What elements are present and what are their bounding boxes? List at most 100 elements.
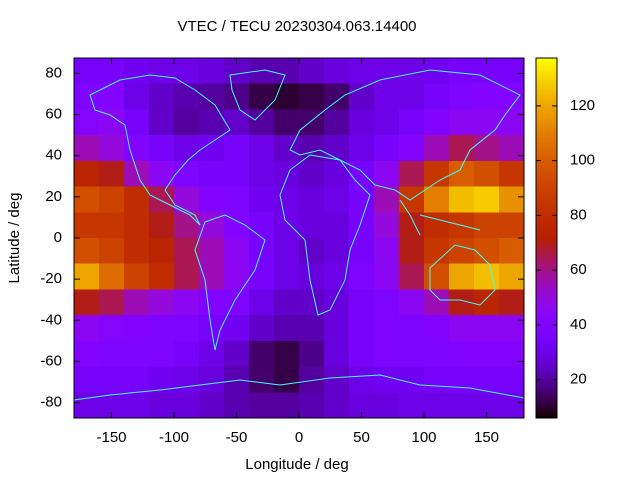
colorbar-gradient	[536, 97, 557, 99]
colorbar-gradient	[536, 115, 557, 117]
colorbar-gradient	[536, 208, 557, 210]
colorbar-gradient	[536, 187, 557, 189]
colorbar-gradient	[536, 409, 557, 411]
heatmap-cell	[499, 135, 525, 162]
colorbar-gradient	[536, 105, 557, 107]
colorbar-gradient	[536, 236, 557, 238]
colorbar-gradient	[536, 80, 557, 82]
heatmap-cell	[174, 263, 200, 290]
colorbar-gradient	[536, 183, 557, 185]
heatmap-cell	[124, 109, 150, 136]
heatmap-cell	[124, 366, 150, 393]
heatmap-cell	[324, 212, 350, 239]
heatmap-cell	[499, 366, 525, 393]
heatmap-cell	[374, 315, 400, 342]
colorbar-gradient	[536, 360, 557, 362]
heatmap-cell	[224, 238, 250, 265]
colorbar-gradient	[536, 331, 557, 333]
heatmap-cell	[249, 340, 275, 368]
colorbar-gradient	[536, 161, 557, 163]
colorbar-gradient	[536, 77, 557, 79]
coastline	[194, 214, 266, 351]
colorbar-gradient	[536, 280, 557, 282]
colorbar-gradient	[536, 322, 557, 324]
colorbar-gradient	[536, 199, 557, 201]
heatmap-cell	[124, 315, 150, 342]
heatmap-cell	[149, 392, 175, 419]
heatmap-cell	[249, 263, 275, 290]
colorbar-gradient	[536, 264, 557, 266]
colorbar-gradient	[536, 342, 557, 344]
heatmap-cell	[399, 392, 425, 419]
colorbar-gradient	[536, 253, 557, 255]
colorbar-gradient	[536, 209, 557, 211]
colorbar-gradient	[536, 150, 557, 152]
heatmap-cell	[299, 238, 325, 265]
colorbar-gradient	[536, 364, 557, 366]
colorbar-gradient	[536, 227, 557, 229]
colorbar-gradient	[536, 231, 557, 233]
colorbar-gradient	[536, 265, 557, 267]
colorbar-gradient	[536, 131, 557, 133]
colorbar-gradient	[536, 86, 557, 88]
heatmap-cell	[149, 340, 175, 368]
colorbar-gradient	[536, 405, 557, 407]
colorbar-gradient	[536, 288, 557, 290]
colorbar-gradient	[536, 276, 557, 278]
heatmap-cell	[74, 289, 100, 316]
colorbar-gradient	[536, 388, 557, 390]
colorbar-gradient	[536, 345, 557, 347]
heatmap-cell	[474, 212, 500, 239]
colorbar-gradient	[536, 318, 557, 320]
colorbar-gradient	[536, 287, 557, 289]
colorbar-gradient	[536, 67, 557, 69]
heatmap-cell	[174, 289, 200, 316]
heatmap-cell	[74, 366, 100, 393]
colorbar-gradient	[536, 221, 557, 223]
colorbar-gradient	[536, 177, 557, 179]
heatmap-cell	[299, 186, 325, 213]
colorbar-gradient	[536, 380, 557, 382]
colorbar-gradient	[536, 89, 557, 91]
colorbar-gradient	[536, 90, 557, 92]
heatmap-cell	[424, 160, 450, 188]
colorbar-gradient	[536, 206, 557, 208]
coastline	[289, 69, 521, 201]
heatmap-cell	[74, 340, 100, 368]
colorbar-gradient	[536, 384, 557, 386]
colorbar-gradient	[536, 117, 557, 119]
heatmap-cell	[99, 238, 125, 265]
colorbar-gradient	[536, 69, 557, 71]
colorbar-gradient	[536, 64, 557, 66]
colorbar-gradient	[536, 256, 557, 258]
colorbar-gradient	[536, 306, 557, 308]
coastline	[399, 199, 481, 236]
colorbar-gradient	[536, 104, 557, 106]
heatmap-cell	[249, 315, 275, 342]
heatmap-cell	[174, 58, 200, 85]
colorbar-gradient	[536, 381, 557, 383]
colorbar-gradient	[536, 230, 557, 232]
colorbar-gradient	[536, 72, 557, 74]
colorbar-gradient	[536, 250, 557, 252]
heatmap-cell	[399, 340, 425, 368]
colorbar-gradient	[536, 118, 557, 120]
colorbar-gradient	[536, 102, 557, 104]
colorbar-gradient	[536, 113, 557, 115]
colorbar-gradient	[536, 74, 557, 76]
colorbar-gradient	[536, 365, 557, 367]
y-tick-label: -80	[40, 394, 62, 411]
colorbar-gradient	[536, 149, 557, 151]
heatmap-cell	[174, 392, 200, 419]
heatmap-cell	[299, 135, 325, 162]
colorbar-gradient	[536, 297, 557, 299]
heatmap-cell	[124, 58, 150, 85]
colorbar-gradient	[536, 152, 557, 154]
colorbar-gradient	[536, 229, 557, 231]
colorbar-gradient	[536, 191, 557, 193]
colorbar-gradient	[536, 328, 557, 330]
colorbar-gradient	[536, 184, 557, 186]
colorbar-gradient	[536, 353, 557, 355]
colorbar-gradient	[536, 385, 557, 387]
colorbar-gradient	[536, 127, 557, 129]
